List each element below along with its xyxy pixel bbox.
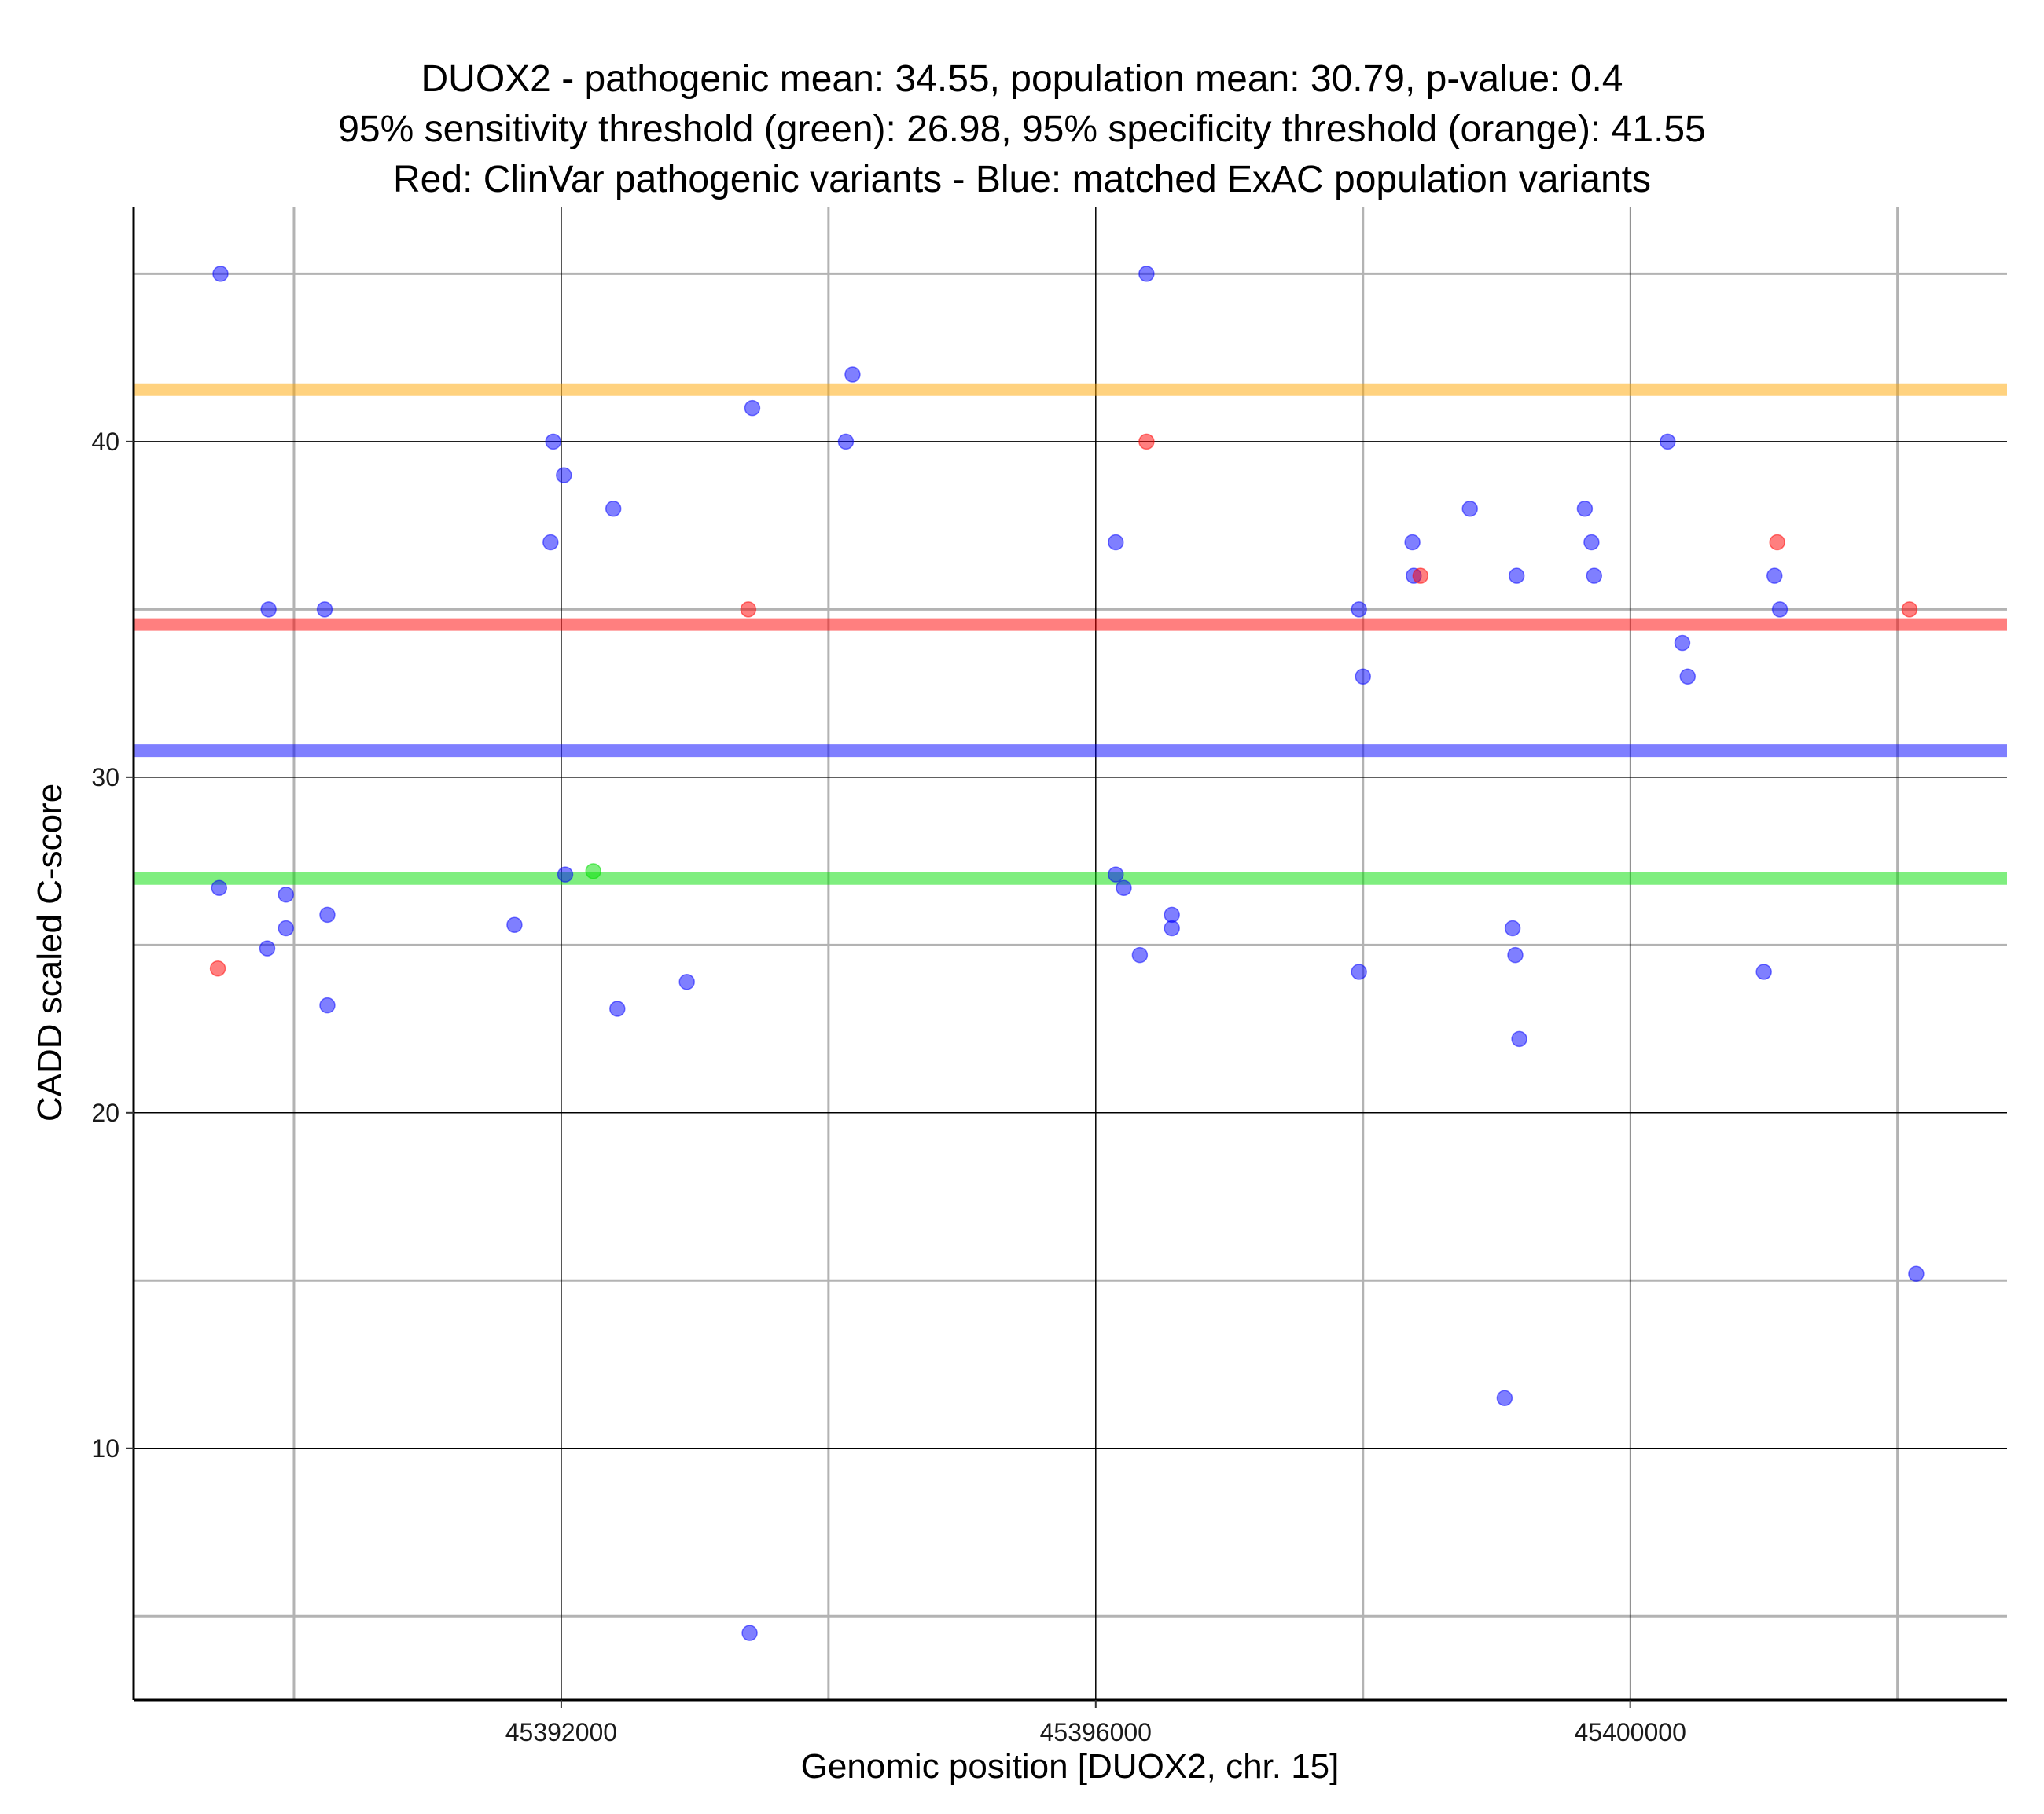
data-point <box>678 974 695 990</box>
data-point <box>260 601 277 618</box>
data-point <box>837 433 855 450</box>
data-point <box>605 501 622 517</box>
data-point <box>609 1001 626 1017</box>
data-point <box>316 601 333 618</box>
data-point <box>1108 866 1124 883</box>
data-point <box>1660 433 1676 450</box>
y-tick-label: 30 <box>91 763 119 791</box>
data-point <box>1461 501 1478 517</box>
data-point <box>259 940 276 957</box>
data-points <box>209 266 1925 1641</box>
data-point <box>1583 534 1600 551</box>
data-point <box>1351 601 1367 618</box>
data-point <box>319 997 336 1014</box>
y-tick-label: 40 <box>91 428 119 456</box>
data-point <box>741 1625 758 1641</box>
data-point <box>209 960 226 977</box>
data-point <box>1351 964 1367 980</box>
data-point <box>1504 920 1521 937</box>
data-point <box>1908 1265 1925 1283</box>
reference-lines <box>134 383 2007 885</box>
data-point <box>744 399 761 417</box>
data-point <box>1679 668 1697 685</box>
data-point <box>211 879 228 896</box>
data-point <box>556 467 572 483</box>
data-point <box>1766 567 1783 584</box>
chart-title: DUOX2 - pathogenic mean: 34.55, populati… <box>338 58 1706 200</box>
data-point <box>557 866 574 883</box>
x-tick-label: 45400000 <box>1574 1718 1686 1746</box>
data-point <box>1164 920 1180 937</box>
data-point <box>1164 906 1180 924</box>
axes <box>132 207 2007 1702</box>
y-tick-label: 10 <box>91 1434 119 1463</box>
y-tick-label: 20 <box>91 1099 119 1127</box>
data-point <box>545 433 561 450</box>
title-line-3: Red: ClinVar pathogenic variants - Blue:… <box>393 159 1651 200</box>
x-tick-label: 45396000 <box>1040 1718 1152 1746</box>
data-point <box>278 887 295 903</box>
x-axis-label: Genomic position [DUOX2, chr. 15] <box>801 1747 1340 1786</box>
data-point <box>1355 668 1371 685</box>
data-point <box>1508 567 1525 584</box>
data-point <box>1755 964 1772 980</box>
y-axis-label: CADD scaled C-score <box>31 784 69 1122</box>
tick-labels: 45392000 45396000 45400000 10 20 30 40 <box>91 428 1686 1746</box>
data-point <box>542 534 559 551</box>
data-point <box>740 601 757 618</box>
data-point <box>1771 601 1788 618</box>
data-point <box>1138 433 1155 450</box>
data-point <box>1116 879 1132 896</box>
data-point <box>1412 567 1429 584</box>
data-point <box>844 366 861 383</box>
x-tick-label: 45392000 <box>505 1718 617 1746</box>
data-point <box>212 266 229 282</box>
data-point <box>1769 534 1785 551</box>
data-point <box>278 920 295 937</box>
data-point <box>585 863 601 879</box>
title-line-1: DUOX2 - pathogenic mean: 34.55, populati… <box>421 58 1623 100</box>
data-point <box>1496 1390 1513 1406</box>
title-line-2: 95% sensitivity threshold (green): 26.98… <box>338 108 1706 150</box>
data-point <box>1586 567 1603 584</box>
data-point <box>1131 946 1149 964</box>
data-point <box>506 916 523 933</box>
data-point <box>319 906 336 924</box>
data-point <box>1404 534 1421 551</box>
data-point <box>1138 266 1155 282</box>
data-point <box>1507 946 1524 964</box>
data-point <box>1576 501 1594 517</box>
data-point <box>1511 1030 1527 1048</box>
data-point <box>1108 534 1124 551</box>
data-point <box>1901 601 1918 618</box>
data-point <box>1674 634 1691 652</box>
grid <box>134 207 2007 1700</box>
